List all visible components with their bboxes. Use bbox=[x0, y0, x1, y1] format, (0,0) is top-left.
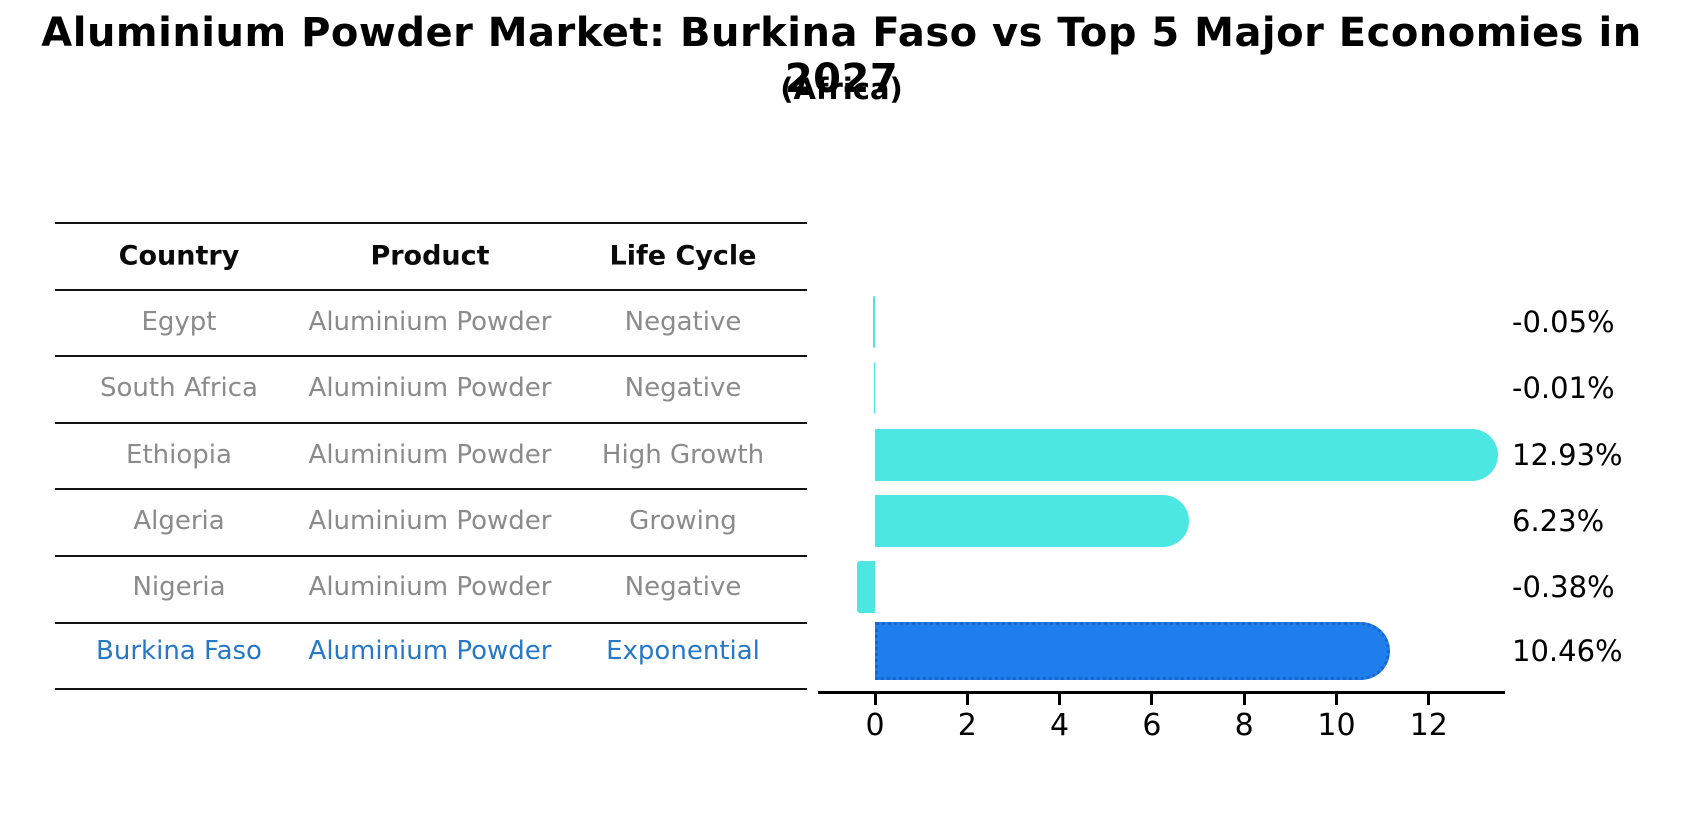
table-cell-product: Aluminium Powder bbox=[308, 572, 552, 602]
table-cell-life-cycle: Growing bbox=[629, 506, 737, 536]
table-cell-product: Aluminium Powder bbox=[308, 506, 552, 536]
table-cell-product: Aluminium Powder bbox=[308, 373, 552, 403]
table-cell-country: Algeria bbox=[133, 506, 225, 536]
table-cell-life-cycle: Exponential bbox=[606, 636, 760, 666]
table-rule-line bbox=[55, 421, 807, 424]
x-axis-tick-label: 2 bbox=[957, 708, 977, 743]
table-header-country: Country bbox=[118, 240, 240, 272]
table-cell-country: Burkina Faso bbox=[96, 636, 262, 666]
table-cell-product: Aluminium Powder bbox=[308, 307, 552, 337]
table-cell-country: Nigeria bbox=[132, 572, 226, 602]
x-axis-tick bbox=[1150, 694, 1154, 705]
bar-value-label: -0.01% bbox=[1512, 371, 1615, 405]
table-cell-life-cycle: Negative bbox=[624, 373, 742, 403]
table-header-product: Product bbox=[370, 240, 490, 272]
bar-value-label: 12.93% bbox=[1512, 438, 1623, 472]
table-rule-line bbox=[55, 222, 807, 224]
x-axis-tick bbox=[873, 694, 877, 705]
x-axis-line bbox=[818, 691, 1505, 694]
bar-value-label: -0.38% bbox=[1512, 570, 1615, 604]
bar-algeria bbox=[875, 495, 1189, 547]
table-cell-life-cycle: Negative bbox=[624, 572, 742, 602]
table-header-life-cycle: Life Cycle bbox=[609, 240, 757, 272]
bar-ethiopia bbox=[875, 429, 1498, 481]
table-rule-line bbox=[55, 555, 807, 557]
x-axis-tick bbox=[1335, 694, 1338, 705]
x-axis-tick bbox=[965, 694, 969, 705]
x-axis-tick-label: 0 bbox=[865, 708, 885, 743]
x-axis-tick-label: 4 bbox=[1050, 708, 1070, 743]
table-cell-country: Ethiopia bbox=[126, 440, 232, 470]
x-axis-tick-label: 12 bbox=[1409, 708, 1448, 743]
bar-nigeria bbox=[857, 561, 875, 613]
table-rule-line bbox=[55, 288, 807, 291]
chart-title: Aluminium Powder Market: Burkina Faso vs… bbox=[41, 10, 1642, 102]
table-cell-life-cycle: Negative bbox=[624, 307, 742, 337]
bar-value-label: 6.23% bbox=[1512, 504, 1605, 538]
x-axis-tick-label: 6 bbox=[1142, 708, 1162, 743]
x-axis-tick-label: 8 bbox=[1234, 708, 1254, 743]
table-cell-country: Egypt bbox=[141, 307, 217, 337]
table-cell-country: South Africa bbox=[100, 373, 258, 403]
chart-subtitle: (Africa) bbox=[780, 72, 903, 106]
x-axis-tick bbox=[1427, 694, 1431, 705]
bar-burkina-faso bbox=[875, 622, 1390, 680]
table-rule-line bbox=[55, 688, 807, 691]
x-axis-tick bbox=[1242, 694, 1246, 705]
x-axis-tick bbox=[1058, 694, 1062, 705]
table-cell-product: Aluminium Powder bbox=[308, 636, 552, 666]
table-rule-line bbox=[55, 355, 807, 358]
table-cell-product: Aluminium Powder bbox=[308, 440, 552, 470]
bar-south-africa bbox=[873, 362, 875, 414]
bar-egypt bbox=[872, 296, 875, 348]
bar-value-label: 10.46% bbox=[1512, 634, 1623, 668]
table-rule-line bbox=[55, 488, 807, 491]
table-rule-line bbox=[55, 621, 807, 624]
bar-value-label: -0.05% bbox=[1512, 305, 1615, 339]
table-cell-life-cycle: High Growth bbox=[601, 440, 765, 470]
x-axis-tick-label: 10 bbox=[1317, 708, 1356, 743]
